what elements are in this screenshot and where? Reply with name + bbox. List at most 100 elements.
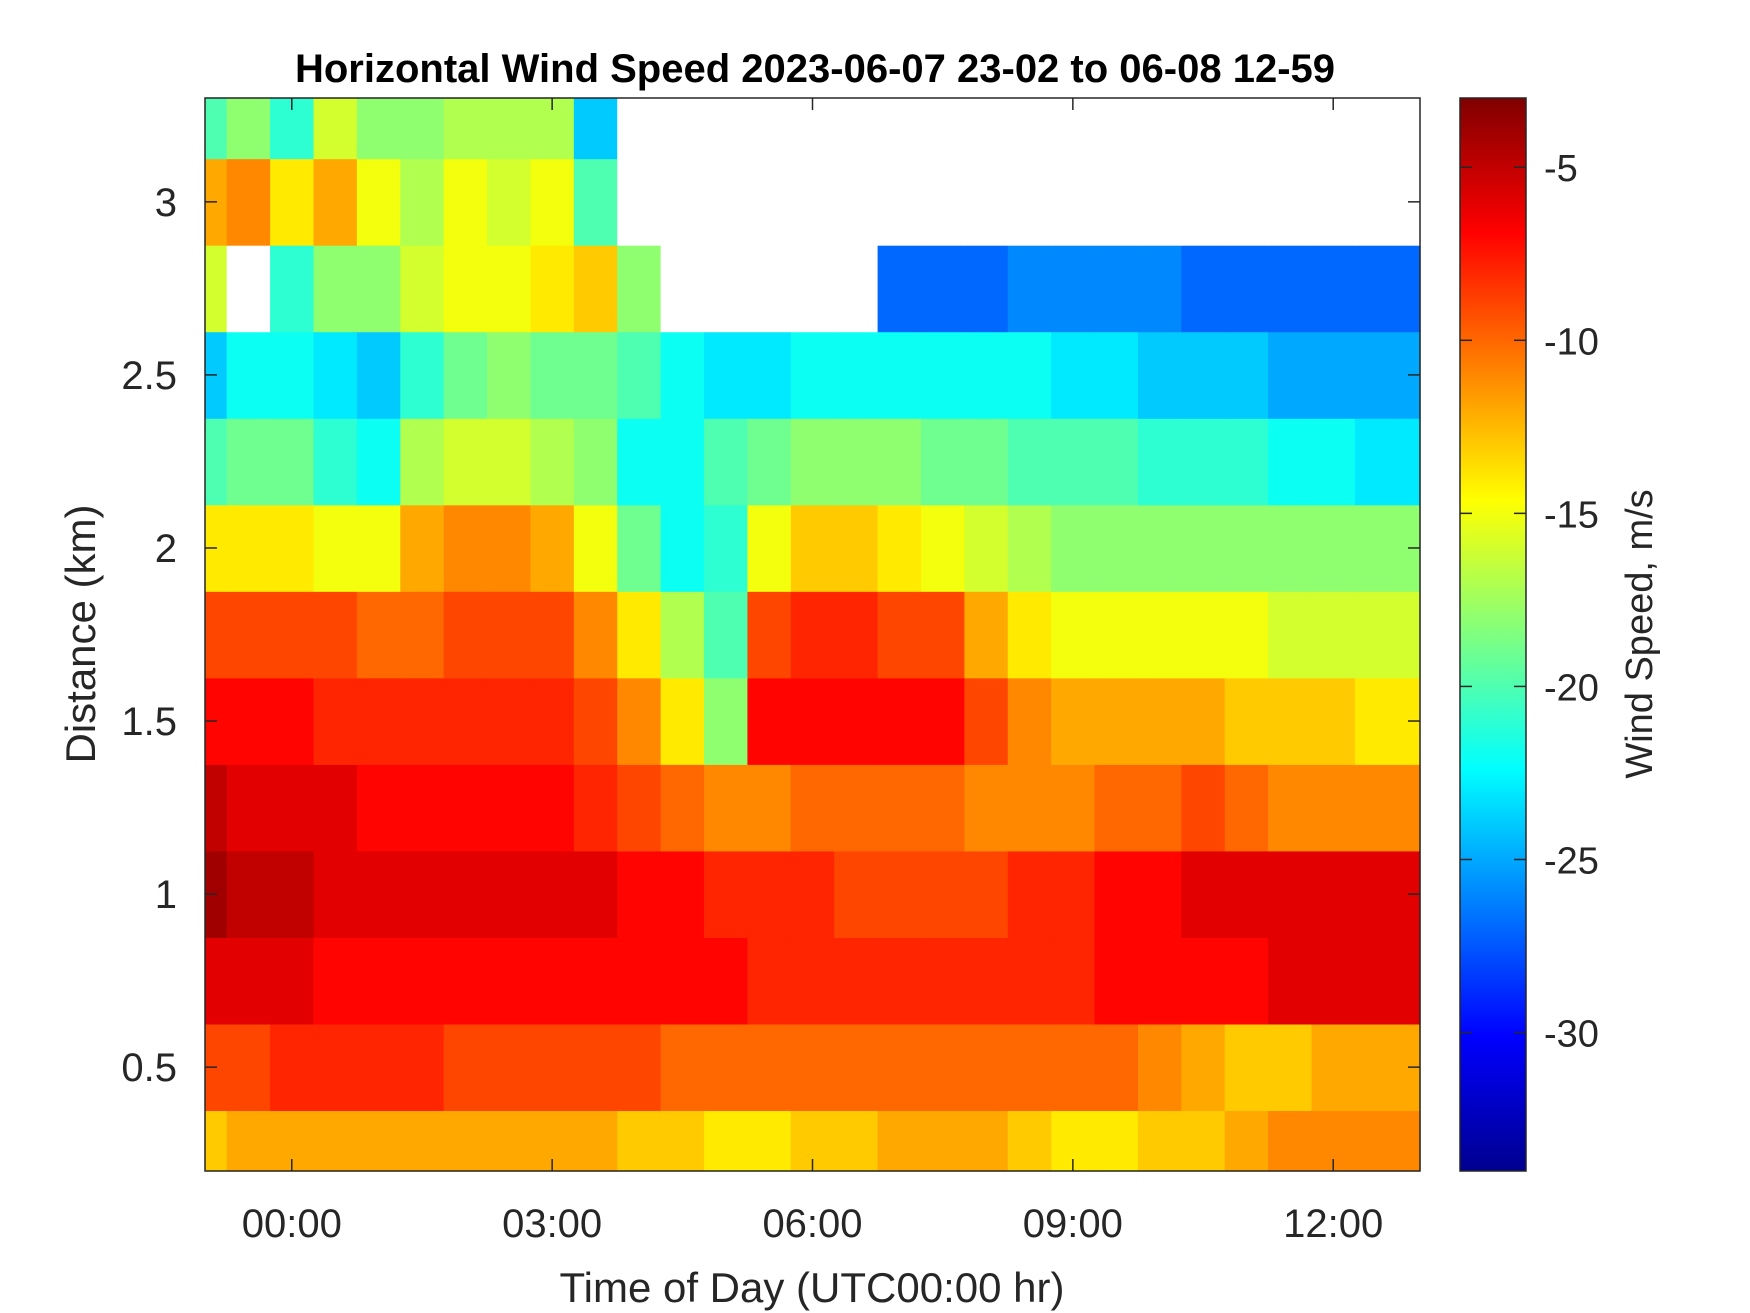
heatmap-cell [790, 331, 835, 419]
heatmap-cell [530, 1023, 575, 1112]
heatmap-cell [1311, 677, 1356, 765]
heatmap-cell [1224, 331, 1269, 419]
heatmap-cell [964, 1023, 1009, 1112]
heatmap-cell [443, 331, 488, 419]
heatmap-cell [270, 850, 315, 938]
heatmap-cell [1094, 1110, 1139, 1172]
heatmap-cell [400, 158, 445, 246]
heatmap-cell [1311, 331, 1356, 419]
heatmap-cell [226, 850, 271, 938]
heatmap-cell [704, 504, 749, 592]
colorbar: -5 -10 -15 -20 -25 -30 [1459, 97, 1599, 1172]
heatmap-cell [617, 677, 662, 765]
heatmap-cell [205, 1110, 228, 1172]
heatmap-cell [704, 98, 749, 160]
heatmap-cell [487, 418, 532, 506]
y-axis: 0.5 1 1.5 2 2.5 3 [121, 181, 1420, 1090]
heatmap-cell [1137, 331, 1182, 419]
heatmap-cell [1094, 158, 1139, 246]
heatmap-cell [1268, 764, 1313, 852]
heatmap-cell [1224, 937, 1269, 1025]
heatmap-cell [400, 504, 445, 592]
heatmap-cell [964, 764, 1009, 852]
heatmap-cell [573, 245, 618, 333]
heatmap-cell [660, 677, 705, 765]
heatmap-cell [834, 591, 879, 679]
heatmap-cell [1268, 591, 1313, 679]
heatmap-cell [573, 158, 618, 246]
heatmap-cell [400, 937, 445, 1025]
heatmap-cell [834, 98, 879, 160]
heatmap-cell [487, 937, 532, 1025]
heatmap-cell [660, 98, 705, 160]
heatmap-cell [747, 1023, 792, 1112]
heatmap-cell [1224, 158, 1269, 246]
colorbar-gradient [1459, 97, 1527, 1172]
heatmap-cell [660, 937, 705, 1025]
heatmap-cell [356, 331, 401, 419]
heatmap-cell [1137, 1023, 1182, 1112]
heatmap-cell [920, 331, 965, 419]
heatmap-cell [1181, 504, 1226, 592]
heatmap-cell [226, 245, 271, 333]
heatmap-cell [270, 245, 315, 333]
heatmap-cell [1007, 764, 1052, 852]
heatmap-cell [1051, 591, 1096, 679]
heatmap-cell [1354, 850, 1399, 938]
heatmap-cell [313, 850, 358, 938]
heatmap-cell [920, 591, 965, 679]
colorbar-tick-label: -25 [1544, 840, 1599, 882]
heatmap-cell [790, 764, 835, 852]
heatmap-cell [1051, 764, 1096, 852]
heatmap-cell [400, 1110, 445, 1172]
heatmap-cell [313, 764, 358, 852]
heatmap-cell [1094, 1023, 1139, 1112]
heatmap-cell [226, 158, 271, 246]
heatmap-cell [487, 245, 532, 333]
colorbar-tick-label: -20 [1544, 667, 1599, 709]
heatmap-cell [920, 937, 965, 1025]
heatmap-cell [1007, 850, 1052, 938]
heatmap-cell [617, 331, 662, 419]
heatmap-cell [1007, 1110, 1052, 1172]
heatmap-cell [205, 98, 228, 160]
heatmap-cell [313, 418, 358, 506]
heatmap-cell [617, 245, 662, 333]
heatmap-cell [1268, 504, 1313, 592]
y-tick-label: 1.5 [121, 700, 177, 744]
heatmap-cell [356, 1110, 401, 1172]
heatmap-cell [1051, 331, 1096, 419]
heatmap-cell [226, 764, 271, 852]
heatmap-cell [920, 245, 965, 333]
heatmap-cell [617, 158, 662, 246]
heatmap-cell [660, 850, 705, 938]
heatmap-cell [1051, 158, 1096, 246]
heatmap-cell [226, 504, 271, 592]
heatmap-cell [487, 677, 532, 765]
heatmap-cell [704, 591, 749, 679]
heatmap-cells [205, 98, 1421, 1172]
heatmap-cell [530, 504, 575, 592]
heatmap-cell [747, 591, 792, 679]
heatmap-cell [443, 937, 488, 1025]
heatmap-cell [205, 937, 228, 1025]
heatmap-cell [1051, 245, 1096, 333]
heatmap-cell [1181, 158, 1226, 246]
heatmap-cell [1007, 1023, 1052, 1112]
heatmap-cell [1137, 245, 1182, 333]
heatmap-cell [356, 937, 401, 1025]
heatmap-cell [1051, 418, 1096, 506]
heatmap-cell [747, 158, 792, 246]
heatmap-cell [1051, 504, 1096, 592]
heatmap-cell [834, 1023, 879, 1112]
heatmap-cell [660, 504, 705, 592]
heatmap-cell [617, 591, 662, 679]
heatmap-cell [270, 158, 315, 246]
heatmap-cell [1181, 98, 1226, 160]
heatmap-cell [660, 1023, 705, 1112]
y-tick-label: 2 [155, 527, 177, 571]
heatmap-cell [660, 1110, 705, 1172]
heatmap-cell [834, 677, 879, 765]
heatmap-cell [964, 591, 1009, 679]
heatmap-cell [660, 158, 705, 246]
